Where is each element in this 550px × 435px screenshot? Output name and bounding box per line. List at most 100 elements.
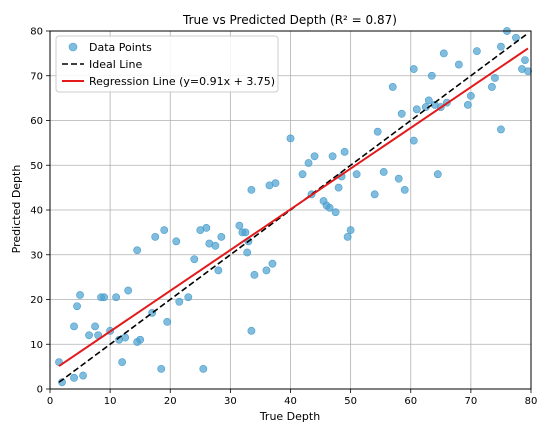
data-point bbox=[394, 174, 403, 183]
data-point bbox=[250, 270, 259, 279]
data-point bbox=[91, 322, 99, 331]
data-point bbox=[190, 255, 199, 264]
data-point bbox=[136, 335, 145, 344]
data-point bbox=[241, 228, 250, 237]
data-point bbox=[409, 65, 418, 73]
data-point bbox=[346, 226, 355, 235]
data-point bbox=[388, 83, 397, 91]
data-point bbox=[268, 259, 277, 268]
data-point bbox=[73, 302, 81, 311]
data-point bbox=[424, 96, 433, 105]
data-point bbox=[247, 326, 256, 335]
data-point bbox=[100, 293, 109, 302]
legend-label: Data Points bbox=[89, 41, 152, 54]
data-point bbox=[521, 56, 529, 64]
legend-label: Regression Line (y=0.91x + 3.75) bbox=[89, 75, 275, 88]
data-point bbox=[340, 147, 349, 156]
data-point bbox=[379, 168, 388, 176]
regression-line bbox=[58, 47, 529, 367]
x-tick-label: 40 bbox=[284, 396, 297, 407]
y-tick-label: 50 bbox=[30, 161, 43, 172]
data-point bbox=[454, 60, 463, 69]
data-point bbox=[412, 105, 421, 114]
data-point bbox=[79, 371, 87, 380]
x-tick-label: 10 bbox=[104, 396, 117, 407]
data-point bbox=[343, 232, 352, 241]
axis-ticks: 0 10 20 30 40 50 60 70 80 0 10 20 30 40 50 60 70 80 bbox=[30, 27, 537, 408]
data-point bbox=[373, 127, 382, 136]
data-point bbox=[433, 170, 442, 179]
legend-box bbox=[55, 35, 279, 93]
data-point bbox=[214, 266, 223, 275]
plot-series bbox=[55, 27, 532, 387]
data-point bbox=[370, 190, 379, 199]
y-tick-label: 10 bbox=[30, 340, 43, 351]
y-tick-label: 40 bbox=[30, 206, 43, 217]
y-axis-label: Predicted Depth bbox=[10, 165, 23, 254]
data-point bbox=[70, 373, 78, 382]
data-point bbox=[118, 358, 127, 367]
y-tick-label: 60 bbox=[30, 116, 43, 127]
data-point bbox=[262, 266, 271, 275]
data-point bbox=[202, 223, 211, 232]
data-point bbox=[243, 248, 252, 257]
data-point bbox=[439, 49, 448, 58]
y-tick-label: 0 bbox=[37, 385, 43, 396]
legend: Data Points Ideal Line Regression Line (y=… bbox=[55, 35, 279, 93]
data-point bbox=[157, 364, 166, 373]
data-point bbox=[184, 293, 193, 302]
y-tick-label: 70 bbox=[30, 71, 43, 82]
data-point bbox=[427, 71, 436, 80]
data-point bbox=[488, 83, 496, 91]
data-point bbox=[235, 221, 244, 230]
x-tick-label: 50 bbox=[344, 396, 357, 407]
data-point bbox=[397, 109, 406, 118]
data-point bbox=[133, 246, 142, 255]
data-point bbox=[328, 152, 337, 161]
data-point bbox=[151, 232, 160, 241]
y-tick-label: 30 bbox=[30, 250, 43, 261]
data-point bbox=[463, 100, 472, 109]
legend-label: Ideal Line bbox=[89, 58, 142, 71]
data-point bbox=[325, 203, 334, 212]
data-point bbox=[163, 317, 172, 326]
data-point bbox=[497, 42, 505, 51]
data-point bbox=[524, 67, 532, 76]
data-point bbox=[160, 226, 169, 235]
data-point bbox=[85, 331, 93, 340]
data-point bbox=[172, 237, 181, 246]
data-point bbox=[466, 91, 475, 100]
y-tick-label: 20 bbox=[30, 295, 43, 306]
x-tick-label: 30 bbox=[224, 396, 237, 407]
x-axis-label: True Depth bbox=[259, 410, 320, 423]
data-point bbox=[331, 208, 340, 217]
x-tick-label: 80 bbox=[525, 396, 538, 407]
data-point bbox=[70, 322, 78, 331]
y-tick-label: 80 bbox=[30, 27, 43, 38]
data-point bbox=[121, 333, 130, 342]
data-point bbox=[497, 125, 505, 134]
data-point bbox=[310, 152, 319, 161]
data-point bbox=[400, 185, 409, 194]
x-tick-label: 0 bbox=[47, 396, 53, 407]
data-point bbox=[199, 364, 208, 373]
legend-marker-data-points bbox=[68, 42, 78, 52]
data-point bbox=[286, 134, 295, 143]
chart-title: True vs Predicted Depth (R² = 0.87) bbox=[182, 13, 397, 27]
data-point bbox=[211, 241, 220, 250]
data-point bbox=[491, 74, 499, 82]
data-point bbox=[409, 136, 418, 145]
data-point bbox=[472, 47, 481, 56]
data-point bbox=[271, 179, 280, 188]
data-point bbox=[175, 297, 184, 306]
x-tick-label: 70 bbox=[465, 396, 478, 407]
data-point bbox=[112, 293, 121, 302]
data-point bbox=[124, 286, 133, 295]
data-point bbox=[352, 170, 361, 179]
data-point bbox=[247, 185, 256, 194]
data-point bbox=[334, 183, 343, 192]
data-point bbox=[304, 159, 313, 167]
data-point bbox=[76, 291, 84, 299]
data-point bbox=[298, 170, 307, 179]
